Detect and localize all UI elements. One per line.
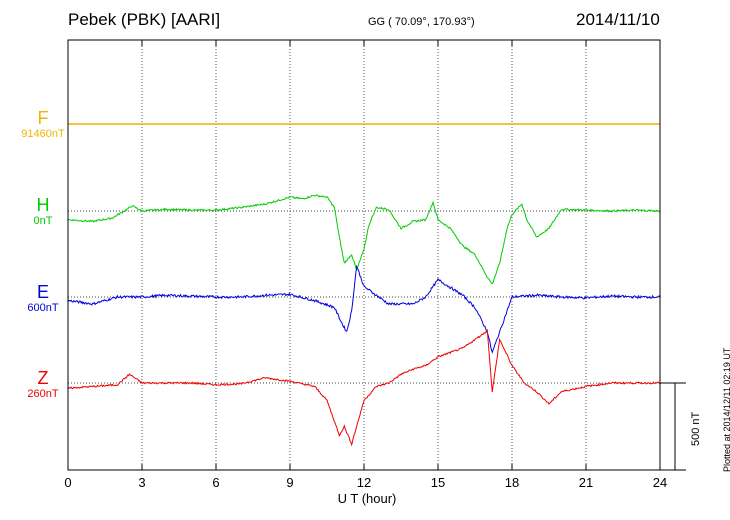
x-tick-label: 24 [653,475,667,490]
x-axis-label: U T (hour) [338,491,397,506]
x-tick-label: 12 [357,475,371,490]
component-baseline: 600nT [27,302,59,314]
station-title: Pebek (PBK) [AARI] [68,10,221,29]
component-label-h: H 0nT [8,195,78,228]
component-name: H [36,195,50,215]
component-name: F [37,108,49,128]
x-tick-label: 18 [505,475,519,490]
series-line-e [67,264,661,354]
date-label: 2014/11/10 [576,10,660,29]
x-tick-label: 3 [138,475,145,490]
x-tick-label: 6 [212,475,219,490]
scale-label: 500 nT [690,411,702,446]
x-axis-ticks: 0 3 6 9 12 15 18 21 24 [64,40,667,490]
x-tick-label: 0 [64,475,71,490]
x-tick-label: 21 [579,475,593,490]
x-tick-label: 15 [431,475,445,490]
scale-bar [660,382,686,471]
plot-frame [67,39,661,471]
component-label-e: E 600nT [8,282,78,315]
component-baseline: 0nT [33,215,53,227]
component-label-z: Z 260nT [8,368,78,401]
series-line-z [67,328,661,447]
coordinates: GG ( 70.09°, 170.93°) [368,16,475,28]
component-label-f: F 91460nT [8,108,78,141]
component-name: E [36,282,49,302]
series-line-h [67,194,661,285]
component-name: Z [37,368,49,388]
x-tick-label: 9 [286,475,293,490]
series-group [67,123,661,447]
plotted-timestamp: Plotted at 2014/12/11 02:19 UT [722,347,730,472]
grid [141,40,587,470]
component-baseline: 260nT [27,388,59,400]
component-baseline: 91460nT [21,128,65,140]
